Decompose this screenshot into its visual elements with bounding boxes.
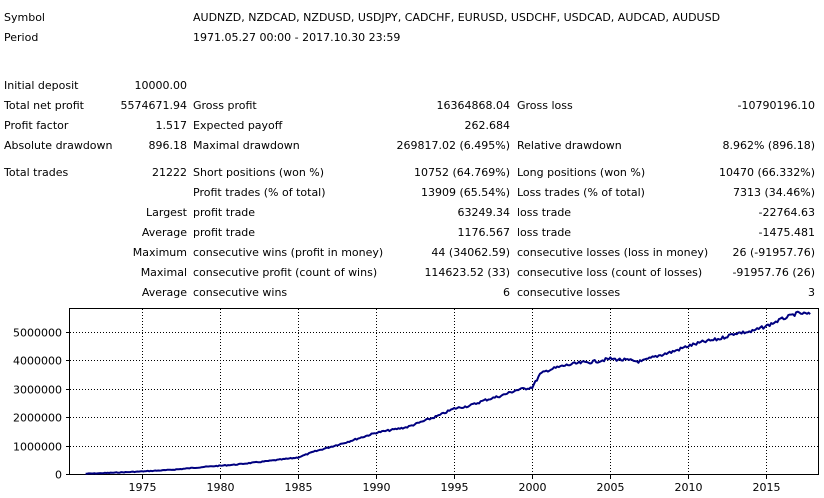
grid: [70, 309, 818, 474]
x-tick-label: 2010: [675, 481, 703, 494]
average-label: Average: [141, 226, 187, 239]
x-tick-label: 1995: [441, 481, 469, 494]
largest-loss-label: loss trade: [517, 206, 572, 219]
x-tick-label: 2015: [753, 481, 781, 494]
period-value: 1971.05.27 00:00 - 2017.10.30 23:59: [193, 31, 401, 44]
maximal-cons-profit-value: 114623.52 (33): [424, 266, 510, 279]
maximal-drawdown-label: Maximal drawdown: [193, 139, 300, 152]
y-tick-label: 0: [55, 469, 62, 482]
total-net-profit-value: 5574671.94: [120, 99, 187, 112]
expected-payoff-value: 262.684: [464, 119, 511, 132]
largest-loss-value: -22764.63: [758, 206, 815, 219]
gross-loss-value: -10790196.10: [737, 99, 815, 112]
plot-frame: [69, 308, 819, 475]
x-axis-ticks: 1975 1980 1985 1990 1995 2000 2005 2010 2015: [129, 474, 781, 494]
y-tick-label: 5000000: [13, 327, 62, 340]
largest-label: Largest: [146, 206, 187, 219]
y-tick-label: 1000000: [13, 441, 62, 454]
y-tick-label: 4000000: [13, 355, 62, 368]
average-loss-label: loss trade: [517, 226, 572, 239]
maximal-cons-loss-value: -91957.76 (26): [732, 266, 815, 279]
gross-profit-label: Gross profit: [193, 99, 257, 112]
x-tick-label: 1975: [129, 481, 157, 494]
max-cons-losses-value: 26 (-91957.76): [732, 246, 815, 259]
x-tick-label: 2000: [519, 481, 547, 494]
absolute-drawdown-label: Absolute drawdown: [4, 139, 113, 152]
avg-cons-wins-value: 6: [503, 286, 510, 299]
maximal-drawdown-value: 269817.02 (6.495%): [396, 139, 510, 152]
y-tick-label: 2000000: [13, 412, 62, 425]
avg-cons-wins-label: consecutive wins: [193, 286, 288, 299]
balance-chart: 0 1000000 2000000 3000000 4000000 5000000 197…: [13, 308, 819, 494]
initial-deposit-label: Initial deposit: [4, 79, 79, 92]
total-net-profit-label: Total net profit: [4, 99, 84, 112]
profit-trades-label: Profit trades (% of total): [193, 186, 326, 199]
loss-trades-value: 7313 (34.46%): [732, 186, 815, 199]
absolute-drawdown-value: 896.18: [148, 139, 188, 152]
average-loss-value: -1475.481: [758, 226, 815, 239]
maximum-label: Maximum: [132, 246, 187, 259]
maximal-cons-profit-label: consecutive profit (count of wins): [193, 266, 378, 279]
relative-drawdown-label: Relative drawdown: [517, 139, 622, 152]
long-positions-label: Long positions (won %): [517, 166, 646, 179]
symbol-value: AUDNZD, NZDCAD, NZDUSD, USDJPY, CADCHF, …: [193, 11, 721, 24]
long-positions-value: 10470 (66.332%): [718, 166, 815, 179]
profit-factor-label: Profit factor: [4, 119, 69, 132]
gross-loss-label: Gross loss: [517, 99, 573, 112]
y-tick-label: 3000000: [13, 384, 62, 397]
profit-trades-value: 13909 (65.54%): [420, 186, 510, 199]
average-profit-value: 1176.567: [457, 226, 511, 239]
loss-trades-label: Loss trades (% of total): [517, 186, 645, 199]
max-cons-wins-label: consecutive wins (profit in money): [193, 246, 384, 259]
max-cons-losses-label: consecutive losses (loss in money): [517, 246, 709, 259]
relative-drawdown-value: 8.962% (896.18): [722, 139, 815, 152]
initial-deposit-value: 10000.00: [134, 79, 188, 92]
average-profit-label: profit trade: [193, 226, 256, 239]
y-axis-ticks: 0 1000000 2000000 3000000 4000000 5000000: [13, 327, 70, 482]
max-cons-wins-value: 44 (34062.59): [431, 246, 510, 259]
profit-factor-value: 1.517: [155, 119, 188, 132]
x-tick-label: 2005: [597, 481, 625, 494]
period-label: Period: [4, 31, 39, 44]
total-trades-label: Total trades: [4, 166, 69, 179]
avg-cons-losses-value: 3: [808, 286, 815, 299]
x-tick-label: 1990: [363, 481, 391, 494]
maximal-label: Maximal: [140, 266, 187, 279]
expected-payoff-label: Expected payoff: [193, 119, 283, 132]
total-trades-value: 21222: [152, 166, 187, 179]
series: [85, 310, 811, 475]
short-positions-value: 10752 (64.769%): [413, 166, 510, 179]
short-positions-label: Short positions (won %): [193, 166, 325, 179]
x-tick-label: 1980: [207, 481, 235, 494]
average2-label: Average: [141, 286, 187, 299]
largest-profit-value: 63249.34: [457, 206, 511, 219]
gross-profit-value: 16364868.04: [436, 99, 510, 112]
balance-line: [85, 310, 811, 475]
largest-profit-label: profit trade: [193, 206, 256, 219]
avg-cons-losses-label: consecutive losses: [517, 286, 621, 299]
x-tick-label: 1985: [285, 481, 313, 494]
symbol-label: Symbol: [4, 11, 45, 24]
maximal-cons-loss-label: consecutive loss (count of losses): [517, 266, 703, 279]
